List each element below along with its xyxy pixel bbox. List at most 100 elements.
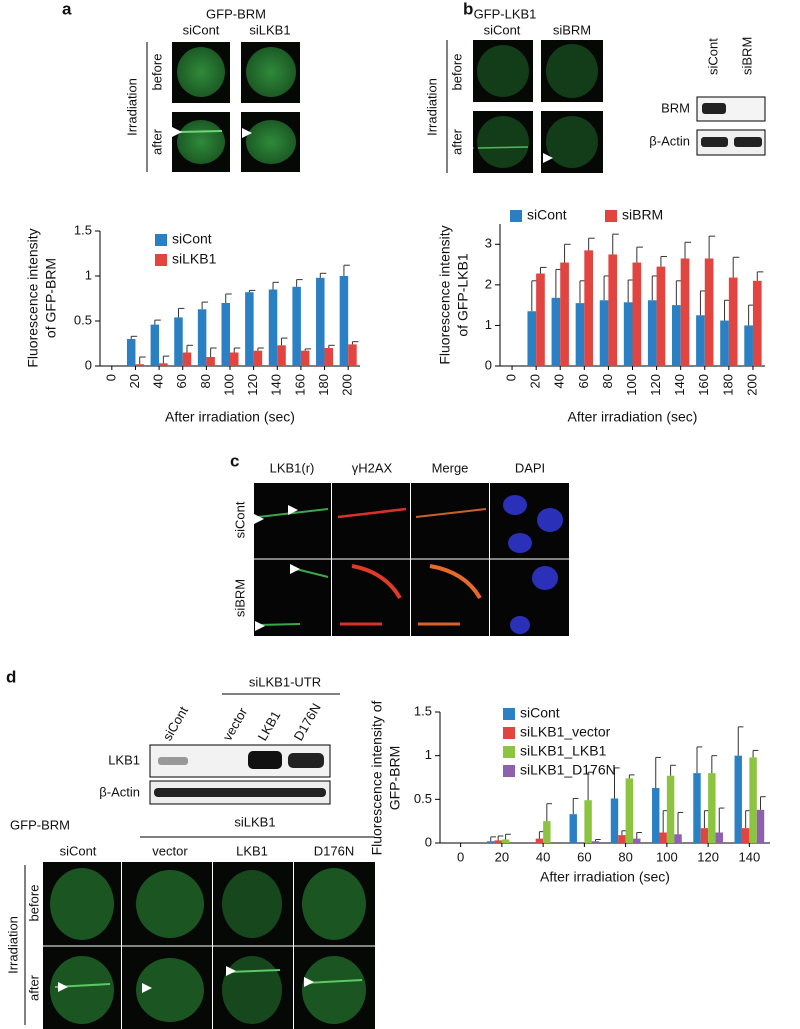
x-tick-label: 180 bbox=[720, 374, 735, 396]
column-label: siCont bbox=[484, 22, 521, 37]
bar bbox=[633, 838, 641, 843]
panel-label: a bbox=[62, 0, 72, 18]
bar bbox=[268, 289, 278, 366]
arrowhead bbox=[290, 564, 300, 574]
legend-swatch bbox=[503, 765, 515, 777]
legend-label: siLKB1 bbox=[172, 251, 217, 267]
bar bbox=[316, 277, 325, 366]
x-tick-label: 180 bbox=[316, 374, 331, 396]
panel-label: d bbox=[6, 667, 16, 686]
legend-swatch bbox=[510, 210, 522, 222]
legend-label: siCont bbox=[172, 231, 212, 247]
x-tick-label: 20 bbox=[495, 849, 509, 864]
y-tick-label: 0 bbox=[85, 357, 92, 372]
x-tick-label: 160 bbox=[292, 374, 307, 396]
bar bbox=[569, 814, 577, 843]
column-label: LKB1 bbox=[236, 843, 268, 858]
bar bbox=[652, 787, 660, 843]
arrowhead bbox=[464, 143, 474, 153]
blot-column: LKB1 bbox=[255, 708, 284, 743]
x-tick-label: 60 bbox=[577, 849, 591, 864]
nucleus bbox=[177, 120, 225, 164]
legend-label: siLKB1_D176N bbox=[520, 762, 616, 778]
panel-d-images: siLKB1-UTR siCont vector LKB1 D176N LKB1… bbox=[5, 674, 375, 1029]
row-label: before bbox=[26, 885, 41, 922]
arrowhead bbox=[288, 505, 298, 515]
bar bbox=[672, 305, 681, 366]
bar bbox=[741, 828, 750, 843]
bar bbox=[536, 273, 545, 366]
bar bbox=[159, 363, 168, 366]
y-tick-label: 1 bbox=[85, 267, 92, 282]
bar bbox=[625, 778, 634, 843]
legend-swatch bbox=[155, 254, 167, 266]
arrowhead bbox=[58, 982, 68, 992]
bar bbox=[623, 302, 633, 366]
y-tick-label: 0.5 bbox=[74, 312, 92, 327]
bar bbox=[551, 297, 561, 366]
stripe bbox=[415, 508, 487, 518]
bar bbox=[126, 339, 136, 366]
arrowhead bbox=[226, 966, 236, 976]
band bbox=[702, 103, 726, 114]
bar bbox=[700, 828, 709, 843]
bar bbox=[197, 309, 207, 366]
bar bbox=[656, 266, 666, 366]
nucleus bbox=[546, 116, 598, 168]
nucleus bbox=[510, 616, 530, 634]
bar bbox=[494, 840, 502, 843]
image-title: GFP-BRM bbox=[206, 6, 266, 21]
nucleus bbox=[532, 566, 558, 590]
arrowhead bbox=[242, 128, 252, 138]
bar bbox=[206, 357, 215, 366]
row-label: siBRM bbox=[232, 579, 247, 617]
stripe bbox=[179, 130, 223, 133]
row-label: before bbox=[149, 54, 164, 91]
nucleus bbox=[503, 495, 527, 515]
arrowhead bbox=[172, 127, 182, 137]
column-label: DAPI bbox=[515, 460, 545, 475]
nucleus bbox=[546, 44, 598, 98]
x-tick-label: 60 bbox=[576, 374, 591, 388]
x-tick-label: 120 bbox=[697, 849, 719, 864]
bar bbox=[632, 262, 642, 366]
band bbox=[734, 137, 762, 147]
row-label: after bbox=[149, 128, 164, 155]
x-tick-label: 20 bbox=[528, 374, 543, 388]
bar bbox=[339, 276, 349, 366]
blot-row: LKB1 bbox=[108, 752, 140, 767]
bar bbox=[610, 798, 619, 843]
bar bbox=[618, 835, 626, 843]
bar bbox=[560, 262, 569, 366]
x-tick-label: 100 bbox=[624, 374, 639, 396]
nucleus bbox=[222, 870, 282, 938]
image-title: GFP-LKB1 bbox=[474, 6, 537, 21]
legend-swatch bbox=[605, 210, 617, 222]
x-axis-label: After irradiation (sec) bbox=[568, 409, 698, 425]
x-tick-label: 100 bbox=[221, 374, 236, 396]
y-axis-label: Fluorescence intensity bbox=[437, 225, 453, 364]
legend-label: siCont bbox=[520, 705, 560, 721]
x-tick-label: 80 bbox=[618, 849, 632, 864]
bar bbox=[584, 800, 592, 843]
legend-swatch bbox=[503, 746, 515, 758]
stripe bbox=[227, 969, 281, 973]
column-label: siLKB1 bbox=[249, 22, 290, 37]
row-label: after bbox=[449, 128, 464, 155]
bar bbox=[300, 350, 310, 366]
column-label: D176N bbox=[314, 843, 354, 858]
y-tick-label: 0.5 bbox=[414, 791, 432, 806]
nucleus bbox=[477, 116, 529, 168]
x-tick-label: 40 bbox=[151, 374, 166, 388]
bar bbox=[135, 364, 144, 366]
x-axis-label: After irradiation (sec) bbox=[165, 409, 295, 425]
row-group-label: Irradiation bbox=[424, 78, 439, 136]
nucleus bbox=[222, 956, 282, 1024]
y-tick-label: 1.5 bbox=[414, 703, 432, 718]
bar bbox=[501, 839, 510, 843]
x-tick-label: 160 bbox=[696, 374, 711, 396]
bar bbox=[245, 292, 254, 366]
y-axis-label: Fluorescence intensity of bbox=[369, 700, 385, 855]
